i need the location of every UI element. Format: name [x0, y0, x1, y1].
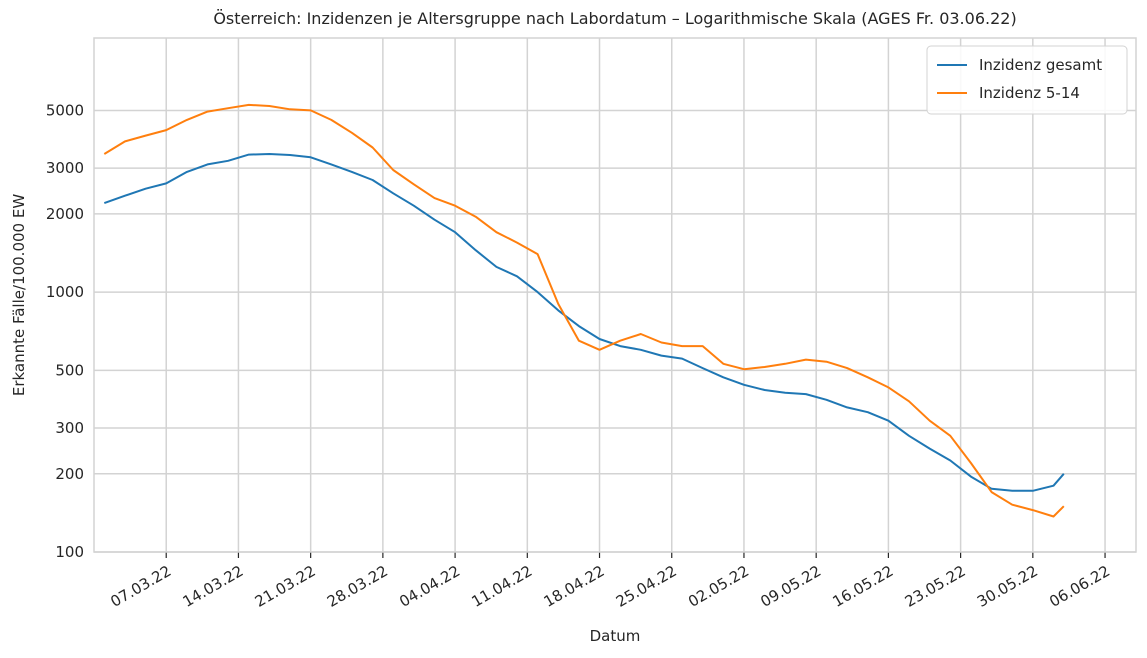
y-tick-label: 3000 [46, 159, 84, 177]
y-tick-label: 1000 [46, 283, 84, 301]
y-tick-label: 5000 [46, 101, 84, 119]
data-line [103, 103, 1065, 518]
y-axis-label: Erkannte Fälle/100.000 EW [10, 194, 28, 396]
y-tick-label: 500 [55, 361, 84, 379]
y-tick-label: 200 [55, 465, 84, 483]
plot-frame [93, 37, 1137, 553]
y-tick-label: 100 [55, 543, 84, 561]
y-tick-label: 2000 [46, 205, 84, 223]
legend-label: Inzidenz gesamt [979, 56, 1102, 74]
y-tick-label: 300 [55, 419, 84, 437]
chart-title: Österreich: Inzidenzen je Altersgruppe n… [213, 9, 1016, 28]
x-axis-label: Datum [590, 627, 641, 645]
legend-box [926, 45, 1128, 115]
legend-label: Inzidenz 5-14 [979, 84, 1080, 102]
data-line [103, 153, 1065, 492]
